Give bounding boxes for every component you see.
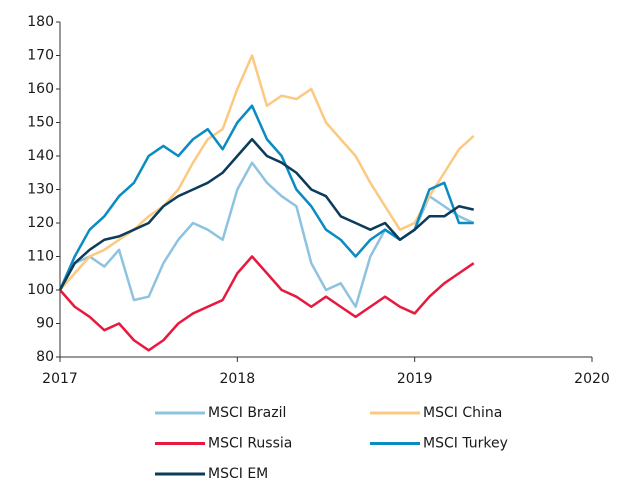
y-tick-label: 140: [27, 148, 54, 164]
y-tick-label: 160: [27, 81, 54, 97]
y-tick-label: 180: [27, 14, 54, 30]
y-tick-label: 110: [27, 249, 54, 265]
legend-label: MSCI Turkey: [423, 436, 508, 452]
series-line: [58, 138, 474, 291]
series-line: [59, 255, 475, 352]
legend-label: MSCI Russia: [208, 436, 292, 452]
legend-label: MSCI Brazil: [208, 405, 286, 421]
x-tick-label: 2019: [397, 371, 433, 387]
legend-label: MSCI EM: [208, 466, 268, 482]
y-tick-label: 100: [27, 282, 54, 298]
y-tick-label: 80: [36, 349, 54, 365]
y-tick-label: 120: [27, 215, 54, 231]
y-tick-label: 90: [36, 316, 54, 332]
x-tick-label: 2017: [42, 371, 78, 387]
x-tick-label: 2018: [220, 371, 256, 387]
x-tick-label: 2020: [574, 371, 610, 387]
legend-label: MSCI China: [423, 405, 502, 421]
y-tick-label: 130: [27, 182, 54, 198]
series-line: [59, 54, 475, 291]
y-tick-label: 150: [27, 115, 54, 131]
y-tick-label: 170: [27, 48, 54, 64]
